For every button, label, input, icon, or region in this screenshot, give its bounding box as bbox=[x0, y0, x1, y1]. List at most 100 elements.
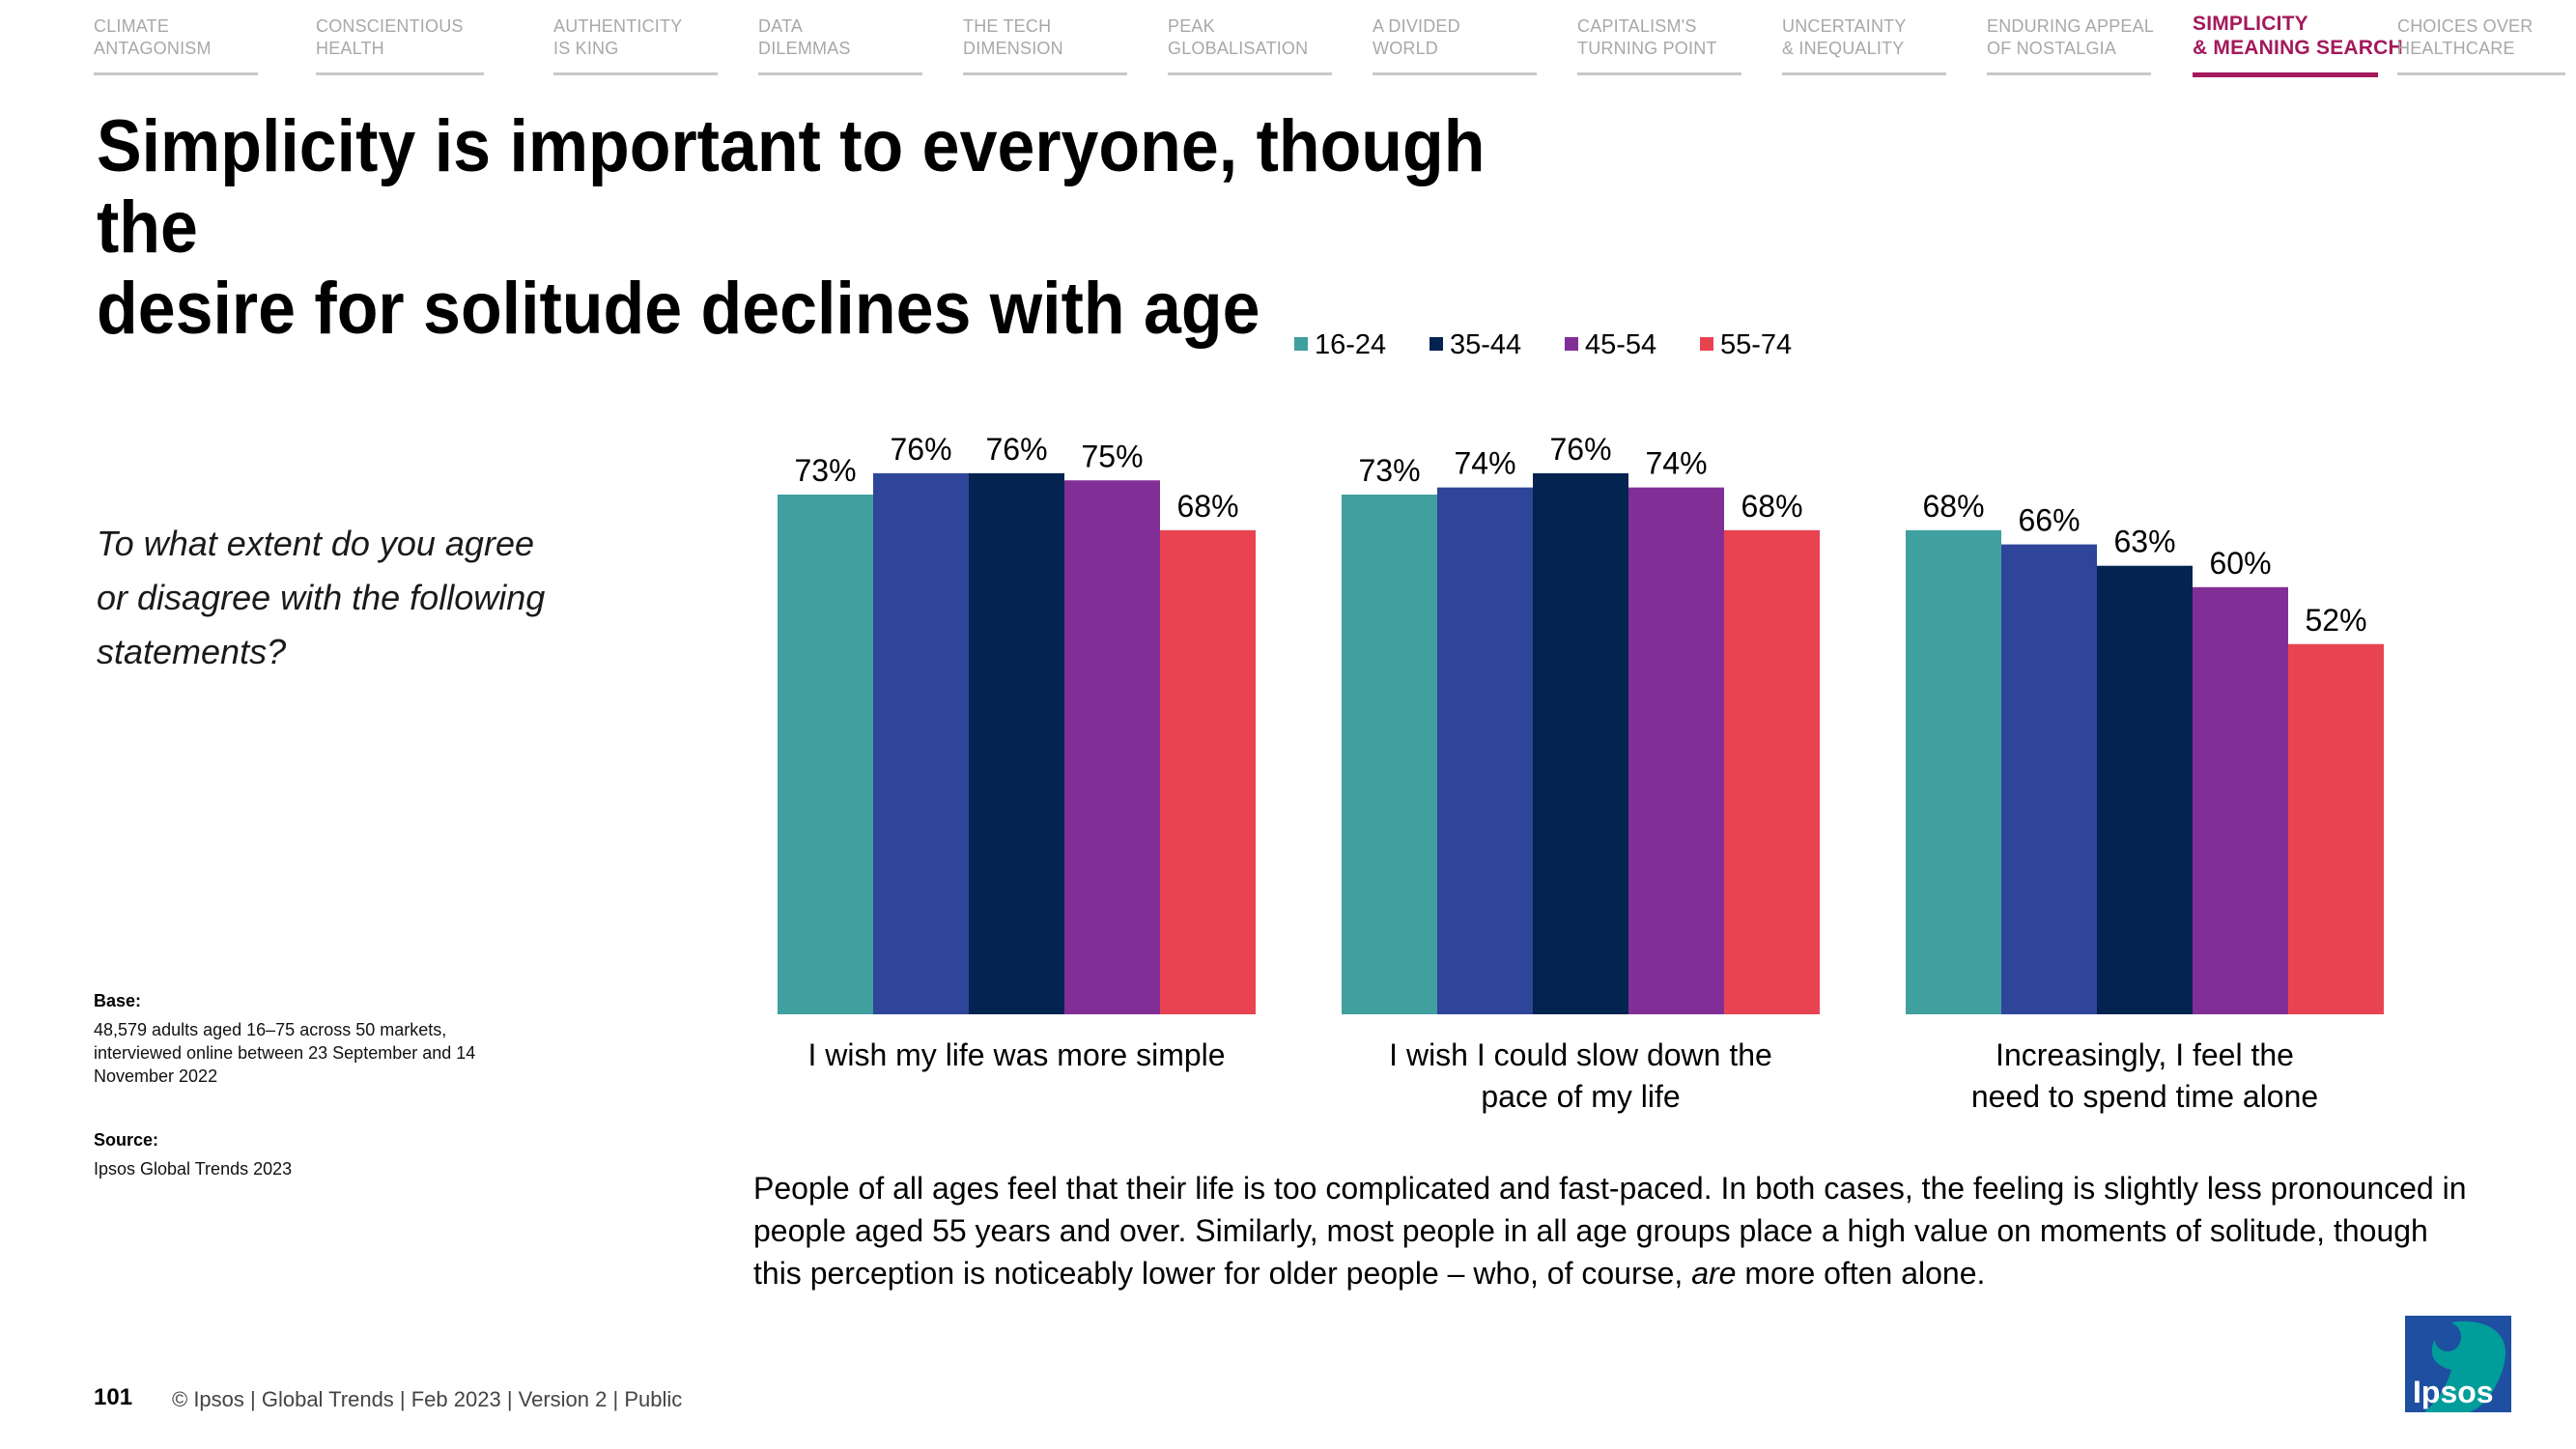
summary-paragraph: People of all ages feel that their life … bbox=[753, 1167, 2473, 1294]
nav-item-3[interactable]: Data Dilemmas bbox=[758, 15, 922, 75]
nav-item-5[interactable]: Peak Globalisation bbox=[1168, 15, 1332, 75]
nav-item-label-line-2: Globalisation bbox=[1168, 39, 1309, 58]
nav-item-11[interactable]: Choices Over Healthcare bbox=[2397, 15, 2565, 75]
summary-emphasis: are bbox=[1691, 1256, 1737, 1291]
value-label-group1-series3: 74% bbox=[1645, 446, 1707, 481]
nav-item-10[interactable]: Simplicity & Meaning Search bbox=[2193, 12, 2403, 77]
bar-group2-series2 bbox=[2097, 565, 2193, 1014]
bar-chart: 16-24 35-44 45-54 55-74 73% 73%68%76% 74%66%7… bbox=[778, 329, 2384, 1114]
category-label-1-line-0: I wish I could slow down the bbox=[1389, 1037, 1772, 1072]
bar-group1-series2 bbox=[1533, 472, 1628, 1014]
nav-item-label-line-1: Simplicity bbox=[2193, 13, 2308, 35]
bar-group2-series1 bbox=[2001, 544, 2097, 1014]
base-text: 48,579 adults aged 16–75 across 50 marke… bbox=[94, 1020, 476, 1086]
value-label-group2-series0: 68% bbox=[1922, 489, 1984, 524]
ipsos-logo-text: Ipsos bbox=[2413, 1375, 2494, 1409]
value-label-group0-series4: 68% bbox=[1176, 489, 1238, 524]
bar-group0-series4 bbox=[1160, 529, 1256, 1014]
survey-question: To what extent do you agree or disagree … bbox=[97, 524, 546, 671]
nav-item-label-line-2: & Inequality bbox=[1782, 39, 1905, 58]
value-label-group2-series2: 63% bbox=[2113, 525, 2175, 559]
nav-item-label-line-2: of Nostalgia bbox=[1987, 39, 2117, 58]
page-title-line-1: Simplicity is important to everyone, tho… bbox=[97, 105, 1486, 269]
section-nav: Climate Antagonism Conscientious Health Auth… bbox=[0, 0, 2576, 87]
value-label-group1-series1: 74% bbox=[1454, 446, 1515, 481]
bar-group0-series0 bbox=[778, 494, 873, 1014]
nav-item-label-line-1: Peak bbox=[1168, 16, 1215, 36]
nav-item-0[interactable]: Climate Antagonism bbox=[94, 15, 258, 75]
nav-item-label-line-2: Antagonism bbox=[94, 39, 212, 58]
value-label-group2-series1: 66% bbox=[2018, 503, 2080, 538]
nav-item-label-line-1: Authenticity bbox=[553, 16, 683, 36]
bar-group0-series3 bbox=[1064, 480, 1160, 1014]
summary-text-after: more often alone. bbox=[1736, 1256, 1986, 1291]
bar-group1-series0 bbox=[1342, 494, 1437, 1014]
ipsos-logo: Ipsos bbox=[2405, 1316, 2511, 1412]
page-title: Simplicity is important to everyone, tho… bbox=[97, 106, 1518, 350]
bar-group1-series3 bbox=[1628, 487, 1724, 1014]
nav-item-label-line-1: Capitalism's bbox=[1577, 16, 1697, 36]
legend-label-4: 55-74 bbox=[1720, 329, 1792, 360]
chart-legend: 16-24 35-44 45-54 55-74 bbox=[1294, 329, 1792, 360]
nav-item-label-line-1: Conscientious bbox=[316, 16, 464, 36]
bar-group0-series2 bbox=[969, 472, 1064, 1014]
category-label-2-line-1: need to spend time alone bbox=[1971, 1079, 2318, 1114]
nav-item-label-line-2: Healthcare bbox=[2397, 39, 2515, 58]
legend-swatch-0 bbox=[1294, 337, 1308, 351]
category-label-2-line-0: Increasingly, I feel the bbox=[1996, 1037, 2294, 1072]
chart-bars bbox=[778, 472, 2384, 1014]
source-label: Source: bbox=[94, 1130, 159, 1150]
nav-item-9[interactable]: Enduring Appeal of Nostalgia bbox=[1987, 15, 2155, 75]
legend-swatch-2 bbox=[1430, 337, 1443, 351]
bar-group2-series3 bbox=[2193, 586, 2288, 1014]
nav-item-label-line-1: A Divided bbox=[1373, 16, 1460, 36]
legend-swatch-4 bbox=[1700, 337, 1713, 351]
nav-item-label-line-2: Dilemmas bbox=[758, 39, 851, 58]
chart-value-labels: 73% 73% 68% 76% 74% 66% 76% 76% 63% 75% 74% 60% 68% 6… bbox=[794, 432, 2366, 638]
nav-item-4[interactable]: The Tech Dimension bbox=[963, 15, 1127, 75]
legend-label-3: 45-54 bbox=[1585, 329, 1656, 360]
footer-copyright: © Ipsos | Global Trends | Feb 2023 | Ver… bbox=[172, 1387, 683, 1411]
value-label-group0-series0: 73% bbox=[794, 453, 856, 488]
bar-group2-series0 bbox=[1906, 529, 2001, 1014]
nav-item-8[interactable]: Uncertainty & Inequality bbox=[1782, 15, 1946, 75]
nav-item-label-line-2: Dimension bbox=[963, 39, 1063, 58]
value-label-group1-series2: 76% bbox=[1549, 432, 1611, 467]
nav-item-label-line-1: Enduring Appeal bbox=[1987, 16, 2155, 36]
category-label-1-line-1: pace of my life bbox=[1481, 1079, 1680, 1114]
nav-item-label-line-1: Uncertainty bbox=[1782, 16, 1907, 36]
nav-item-1[interactable]: Conscientious Health bbox=[316, 15, 484, 75]
value-label-group0-series3: 75% bbox=[1081, 439, 1143, 473]
nav-item-label-line-1: Choices Over bbox=[2397, 16, 2534, 36]
summary-text-before: People of all ages feel that their life … bbox=[753, 1171, 2467, 1291]
nav-item-label-line-2: is King bbox=[553, 39, 619, 58]
nav-item-label-line-2: World bbox=[1373, 39, 1438, 58]
bar-group1-series4 bbox=[1724, 529, 1820, 1014]
base-label: Base: bbox=[94, 991, 142, 1010]
value-label-group0-series2: 76% bbox=[985, 432, 1047, 467]
page-title-line-2: desire for solitude declines with age bbox=[97, 268, 1260, 350]
category-label-0-line-0: I wish my life was more simple bbox=[807, 1037, 1225, 1072]
nav-item-label-line-1: Data bbox=[758, 16, 804, 36]
bar-group0-series1 bbox=[873, 472, 969, 1014]
legend-label-2: 35-44 bbox=[1450, 329, 1521, 360]
value-label-group2-series3: 60% bbox=[2209, 546, 2271, 581]
page-number: 101 bbox=[94, 1384, 133, 1410]
nav-item-label-line-2: Health bbox=[316, 39, 384, 58]
bar-group2-series4 bbox=[2288, 643, 2384, 1014]
source-text: Ipsos Global Trends 2023 bbox=[94, 1159, 293, 1179]
legend-swatch-3 bbox=[1565, 337, 1578, 351]
value-label-group1-series0: 73% bbox=[1358, 453, 1420, 488]
value-label-group2-series4: 52% bbox=[2305, 603, 2366, 638]
nav-item-7[interactable]: Capitalism's Turning Point bbox=[1577, 15, 1741, 75]
nav-item-label-line-2: Turning Point bbox=[1577, 39, 1717, 58]
nav-item-label-line-1: Climate bbox=[94, 16, 170, 36]
chart-category-labels: I wish my life was more simple I wish I c… bbox=[807, 1037, 2318, 1114]
legend-label-0: 16-24 bbox=[1315, 329, 1386, 360]
bar-group1-series1 bbox=[1437, 487, 1533, 1014]
nav-item-6[interactable]: A Divided World bbox=[1373, 15, 1537, 75]
nav-item-label-line-2: & Meaning Search bbox=[2193, 37, 2403, 59]
value-label-group0-series1: 76% bbox=[890, 432, 951, 467]
nav-item-2[interactable]: Authenticity is King bbox=[553, 15, 718, 75]
value-label-group1-series4: 68% bbox=[1741, 489, 1802, 524]
